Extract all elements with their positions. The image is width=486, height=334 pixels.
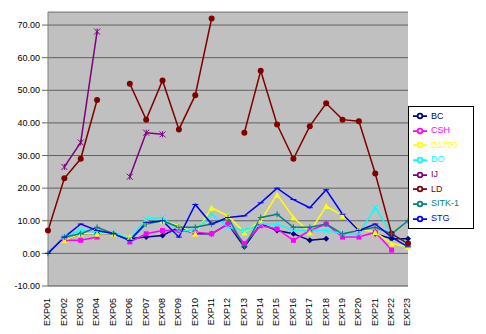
svg-text:20.00: 20.00	[17, 183, 40, 193]
html-text:DO: DO	[431, 154, 445, 165]
svg-text:EXP05: EXP05	[108, 298, 118, 326]
svg-text:EXP06: EXP06	[124, 298, 134, 326]
svg-text:60.00: 60.00	[17, 53, 40, 63]
html-text:IJ: IJ	[431, 169, 438, 179]
svg-text:EXP23: EXP23	[402, 298, 412, 326]
html-text:SITK-1: SITK-1	[431, 198, 459, 209]
svg-text:EXP21: EXP21	[370, 298, 380, 326]
svg-text:-10.00: -10.00	[14, 281, 40, 291]
html-text:CSH: CSH	[431, 125, 450, 136]
svg-text:0.00: 0.00	[22, 249, 40, 259]
svg-text:EXP12: EXP12	[222, 298, 232, 326]
svg-text:30.00: 30.00	[17, 151, 40, 161]
svg-text:EXP02: EXP02	[59, 298, 69, 326]
html-text:LD: LD	[431, 183, 443, 194]
svg-text:70.00: 70.00	[17, 20, 40, 30]
svg-text:10.00: 10.00	[17, 216, 40, 226]
svg-text:EXP01: EXP01	[42, 298, 52, 326]
svg-text:EXP09: EXP09	[173, 298, 183, 326]
svg-text:EXP19: EXP19	[337, 298, 347, 326]
svg-text:EXP11: EXP11	[206, 298, 216, 325]
svg-text:EXP15: EXP15	[271, 298, 281, 326]
svg-text:EXP14: EXP14	[255, 298, 265, 326]
svg-text:EXP18: EXP18	[321, 298, 331, 326]
svg-text:EXP04: EXP04	[91, 298, 101, 326]
svg-text:EXP16: EXP16	[288, 298, 298, 326]
svg-text:EXP07: EXP07	[141, 298, 151, 326]
html-text:BC: BC	[431, 110, 444, 121]
svg-text:50.00: 50.00	[17, 85, 40, 95]
html-text:D1700: D1700	[431, 139, 458, 150]
svg-text:EXP03: EXP03	[75, 298, 85, 326]
svg-text:EXP22: EXP22	[386, 298, 396, 326]
svg-text:EXP20: EXP20	[353, 298, 363, 326]
svg-text:40.00: 40.00	[17, 118, 40, 128]
svg-text:EXP08: EXP08	[157, 298, 167, 326]
svg-text:EXP13: EXP13	[239, 298, 249, 326]
html-text:STG: STG	[431, 212, 450, 223]
svg-text:EXP10: EXP10	[190, 298, 200, 326]
svg-text:EXP17: EXP17	[304, 298, 314, 326]
